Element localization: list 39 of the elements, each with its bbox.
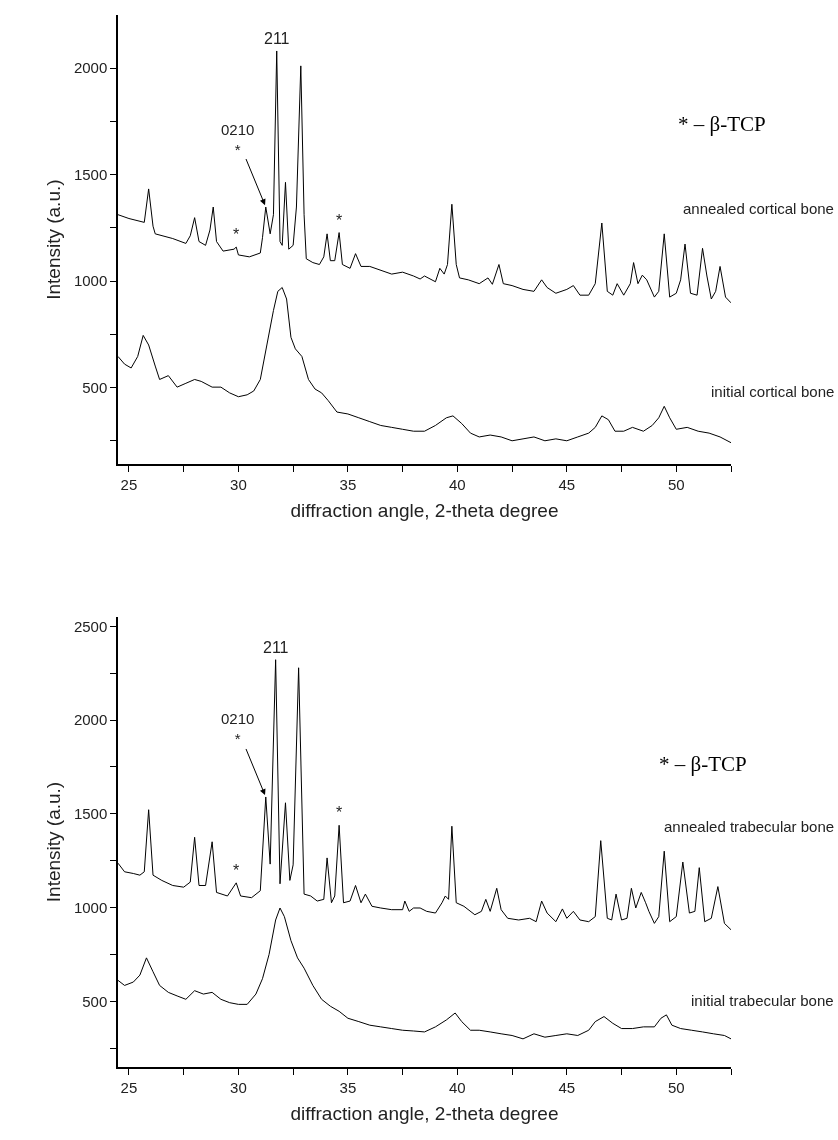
y-axis-title: Intensity (a.u.) (43, 179, 65, 300)
x-tick-label: 25 (120, 475, 138, 493)
y-tick-label: 500 (82, 992, 108, 1010)
series-label: initial trabecular bone (691, 992, 834, 1009)
annotation: * (336, 804, 343, 821)
y-axis-title: Intensity (a.u.) (43, 781, 65, 903)
y-tick-label: 2500 (73, 617, 108, 635)
x-tick-label: 40 (449, 1078, 466, 1096)
y-tick-label: 1500 (73, 805, 108, 823)
annotation: * – β-TCP (659, 752, 747, 776)
y-tick-label: 1000 (73, 898, 108, 916)
x-axis-title: diffraction angle, 2-theta degree (290, 1103, 559, 1125)
x-axis-title: diffraction angle, 2-theta degree (290, 500, 559, 522)
x-tick-label: 40 (449, 475, 466, 493)
x-tick-label: 35 (339, 1078, 357, 1096)
annotation: * – β-TCP (678, 112, 766, 136)
y-tick-label: 1500 (73, 165, 108, 183)
y-tick-label: 2000 (73, 59, 108, 77)
annotation: * (233, 226, 240, 243)
x-tick-label: 50 (667, 475, 685, 493)
y-tick-label: 500 (82, 378, 108, 396)
x-tick-label: 45 (558, 475, 576, 493)
x-tick-label: 25 (120, 1078, 138, 1096)
y-tick-label: 2000 (73, 711, 108, 729)
x-tick-label: 30 (230, 1078, 247, 1096)
x-tick-label: 35 (339, 475, 357, 493)
series-label: annealed trabecular bone (664, 818, 835, 835)
annotation: * (233, 862, 240, 879)
annotation: * (336, 212, 343, 229)
x-tick-label: 50 (667, 1078, 685, 1096)
annotation: 211 (263, 639, 289, 656)
y-tick-label: 1000 (73, 272, 108, 290)
text: initial cortical bone (711, 383, 835, 400)
annotation: 0210 * (221, 710, 255, 747)
x-tick-label: 45 (558, 1078, 576, 1096)
annotation: 211 (264, 30, 290, 47)
annotation: 0210 * (221, 121, 255, 158)
x-tick-label: 30 (230, 475, 247, 493)
series-label: annealed cortical bone (683, 200, 834, 217)
